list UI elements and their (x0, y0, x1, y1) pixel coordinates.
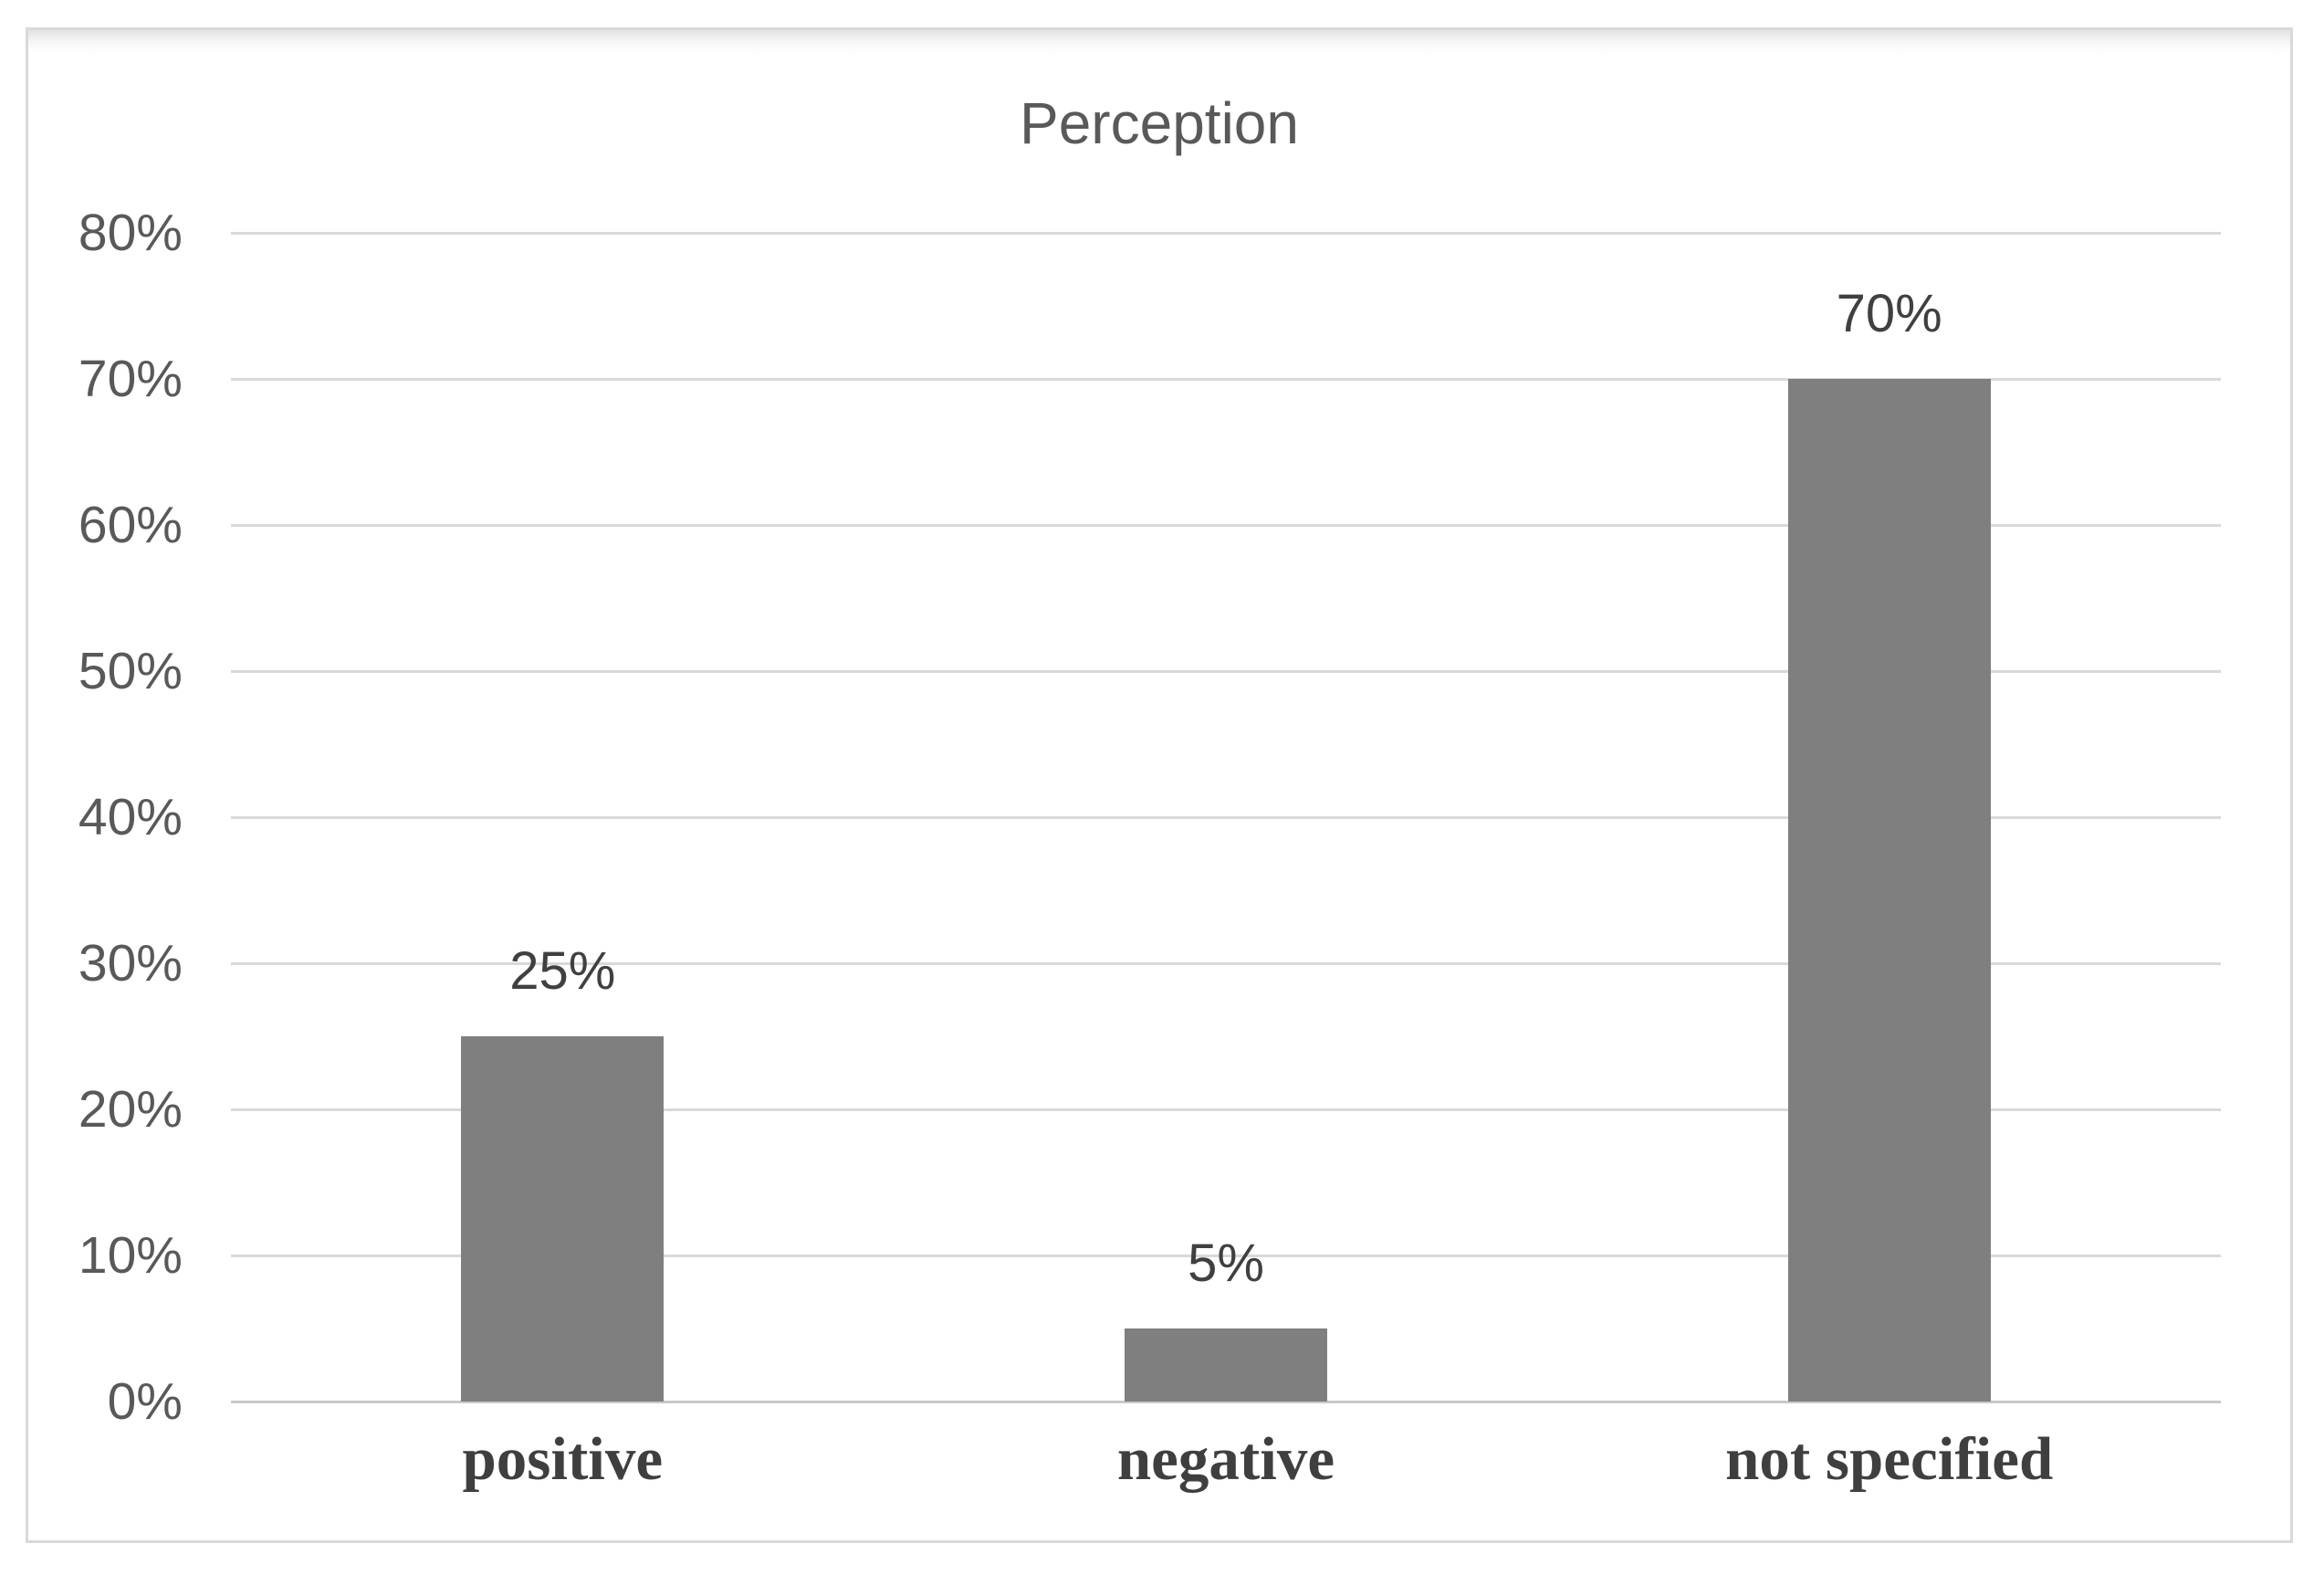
gridline (231, 378, 2221, 381)
y-axis-tick-label: 80% (78, 204, 183, 262)
bar-value-label: 5% (1188, 1234, 1264, 1293)
gridline (231, 962, 2221, 965)
y-axis-tick-label: 50% (78, 642, 183, 700)
y-axis-tick-label: 30% (78, 934, 183, 992)
y-axis-tick-label: 20% (78, 1080, 183, 1139)
plot-area (231, 232, 2221, 1403)
bar-positive (461, 1036, 665, 1402)
x-axis-category-label: positive (462, 1425, 664, 1493)
bar-value-label: 70% (1836, 284, 1942, 343)
bar-negative (1125, 1328, 1327, 1402)
gridline (231, 816, 2221, 819)
y-axis-tick-label: 40% (78, 788, 183, 846)
gridline (231, 670, 2221, 673)
x-axis-line (231, 1401, 2221, 1403)
x-axis-category-label: not specified (1725, 1425, 2054, 1493)
y-axis-tick-label: 70% (78, 350, 183, 408)
bar-not-specified (1787, 379, 1991, 1402)
bar-value-label: 25% (509, 941, 616, 1001)
y-axis-tick-label: 60% (78, 496, 183, 554)
y-axis-tick-label: 0% (107, 1372, 183, 1431)
gridline (231, 524, 2221, 527)
gridline (231, 1255, 2221, 1257)
gridline (231, 232, 2221, 235)
y-axis-tick-label: 10% (78, 1226, 183, 1285)
chart-title: Perception (1020, 90, 1299, 156)
gridline (231, 1108, 2221, 1111)
x-axis-category-label: negative (1116, 1425, 1335, 1493)
